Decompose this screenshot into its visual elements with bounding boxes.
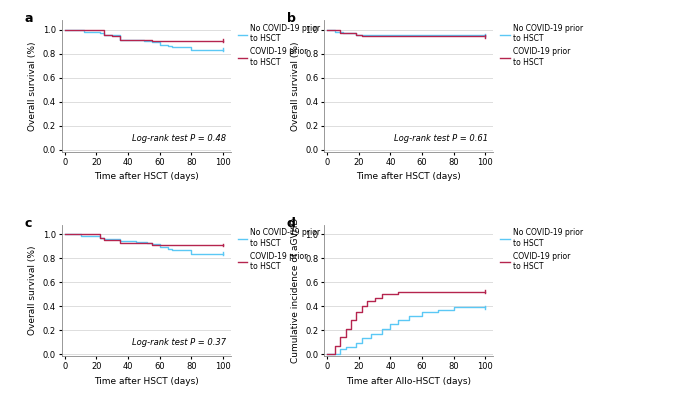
X-axis label: Time after Allo-HSCT (days): Time after Allo-HSCT (days) bbox=[346, 377, 471, 386]
Text: b: b bbox=[287, 12, 296, 26]
Text: Log-rank test P = 0.37: Log-rank test P = 0.37 bbox=[132, 338, 226, 347]
Y-axis label: Overall survival (%): Overall survival (%) bbox=[28, 246, 37, 335]
Legend: No COVID-19 prior
to HSCT, COVID-19 prior
to HSCT: No COVID-19 prior to HSCT, COVID-19 prio… bbox=[501, 228, 583, 271]
Text: d: d bbox=[287, 217, 296, 230]
Text: c: c bbox=[25, 217, 32, 230]
Text: a: a bbox=[25, 12, 33, 26]
Text: Log-rank test P = 0.61: Log-rank test P = 0.61 bbox=[394, 134, 488, 143]
Y-axis label: Cumulative incidence of aGVHD: Cumulative incidence of aGVHD bbox=[290, 218, 299, 363]
Text: Log-rank test P = 0.48: Log-rank test P = 0.48 bbox=[132, 134, 226, 143]
Y-axis label: Overall survival (%): Overall survival (%) bbox=[290, 41, 299, 131]
Legend: No COVID-19 prior
to HSCT, COVID-19 prior
to HSCT: No COVID-19 prior to HSCT, COVID-19 prio… bbox=[501, 24, 583, 67]
X-axis label: Time after HSCT (days): Time after HSCT (days) bbox=[94, 377, 199, 386]
Y-axis label: Overall survival (%): Overall survival (%) bbox=[28, 41, 37, 131]
X-axis label: Time after HSCT (days): Time after HSCT (days) bbox=[356, 172, 461, 181]
Legend: No COVID-19 prior
to HSCT, COVID-19 prior
to HSCT: No COVID-19 prior to HSCT, COVID-19 prio… bbox=[238, 228, 321, 271]
X-axis label: Time after HSCT (days): Time after HSCT (days) bbox=[94, 172, 199, 181]
Legend: No COVID-19 prior
to HSCT, COVID-19 prior
to HSCT: No COVID-19 prior to HSCT, COVID-19 prio… bbox=[238, 24, 321, 67]
